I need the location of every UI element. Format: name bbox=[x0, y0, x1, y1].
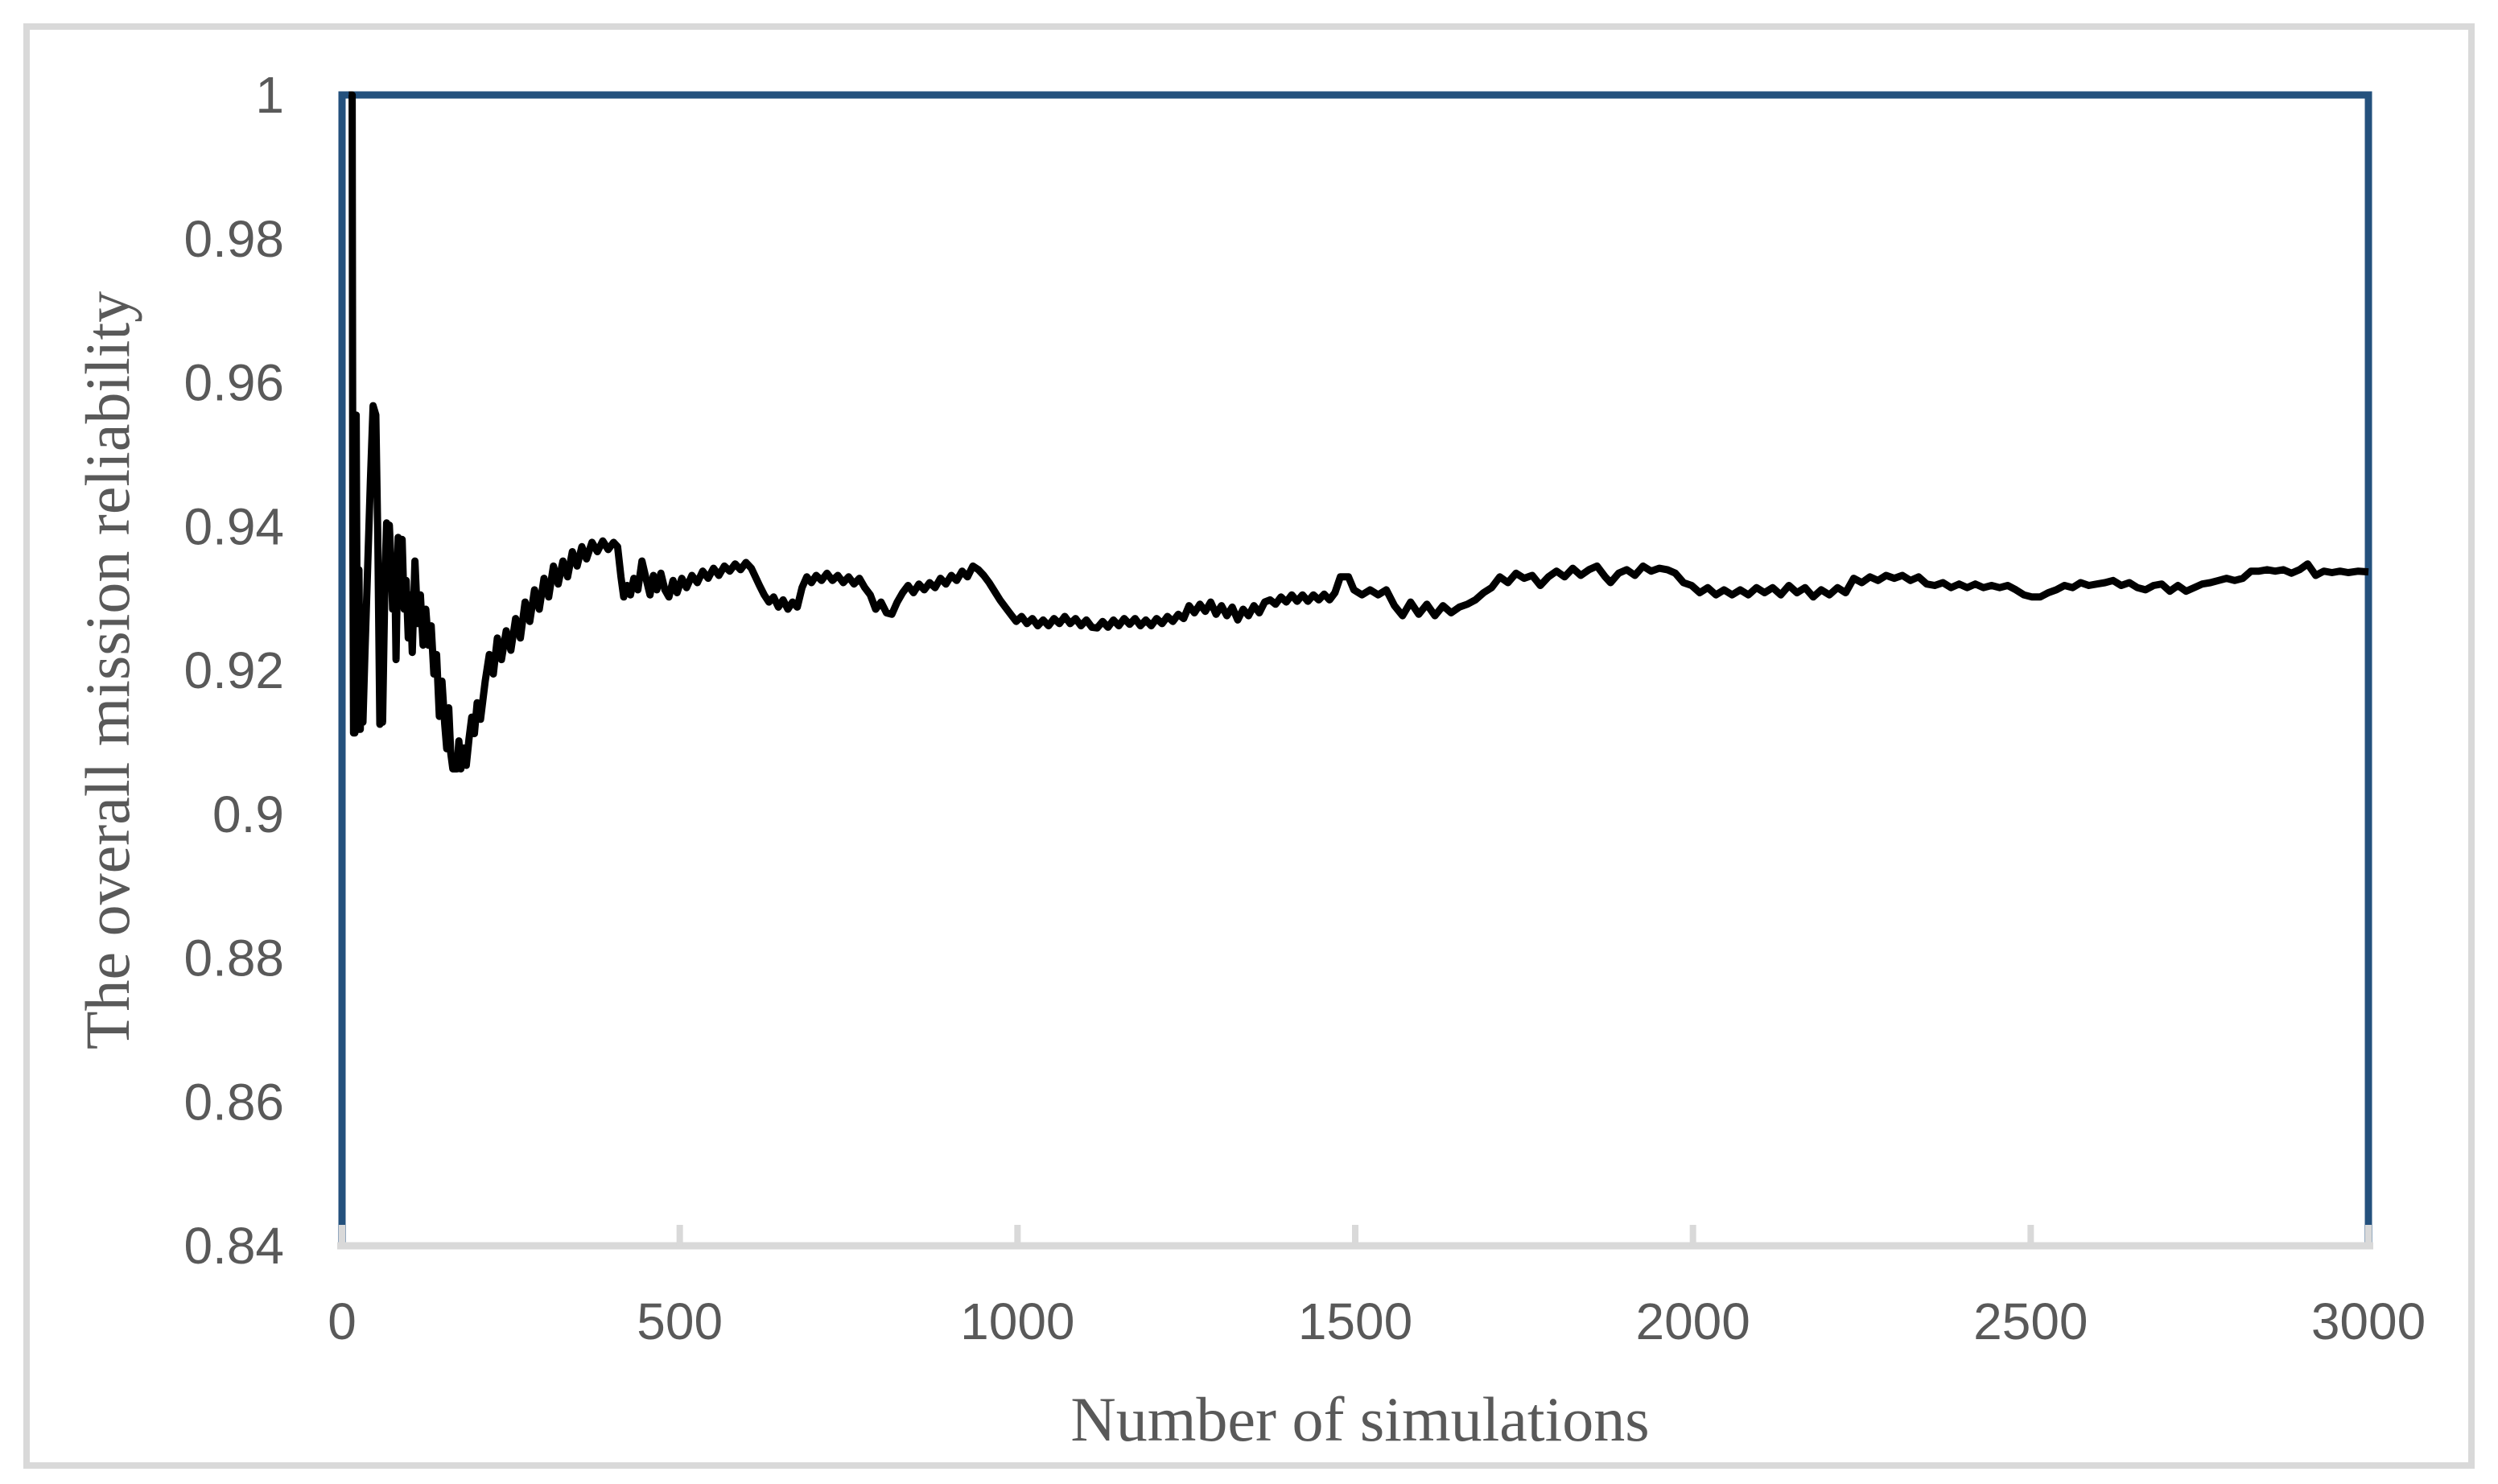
x-axis-ticks bbox=[339, 1225, 2372, 1246]
y-tick-label: 0.84 bbox=[183, 1217, 284, 1275]
plot-area-border bbox=[338, 91, 2372, 1246]
x-tick-label: 500 bbox=[637, 1292, 723, 1350]
y-tick-label: 1 bbox=[255, 66, 284, 124]
series-line-overall-mission-reliability bbox=[348, 91, 2369, 773]
y-axis-title: The overall mission reliability bbox=[72, 291, 142, 1049]
x-axis-tick-labels: 0 500 1000 1500 2000 2500 3000 bbox=[328, 1292, 2426, 1350]
y-tick-label: 0.98 bbox=[183, 210, 284, 268]
x-tick-label: 3000 bbox=[2311, 1292, 2426, 1350]
x-tick-label: 1500 bbox=[1298, 1292, 1412, 1350]
figure-frame bbox=[23, 23, 2475, 1469]
y-tick-label: 0.9 bbox=[212, 785, 284, 843]
y-tick-label: 0.96 bbox=[183, 354, 284, 412]
y-axis-tick-labels: 0.84 0.86 0.88 0.9 0.92 0.94 0.96 0.98 1 bbox=[183, 66, 284, 1275]
y-tick-label: 0.92 bbox=[183, 641, 284, 699]
x-tick-label: 2000 bbox=[1635, 1292, 1750, 1350]
y-tick-label: 0.94 bbox=[183, 497, 284, 555]
x-tick-label: 0 bbox=[328, 1292, 357, 1350]
x-axis-title: Number of simulations bbox=[1070, 1384, 1649, 1454]
x-tick-label: 2500 bbox=[1973, 1292, 2088, 1350]
series-group bbox=[348, 91, 2369, 773]
x-tick-label: 1000 bbox=[960, 1292, 1074, 1350]
y-tick-label: 0.88 bbox=[183, 930, 284, 987]
y-tick-label: 0.86 bbox=[183, 1073, 284, 1131]
